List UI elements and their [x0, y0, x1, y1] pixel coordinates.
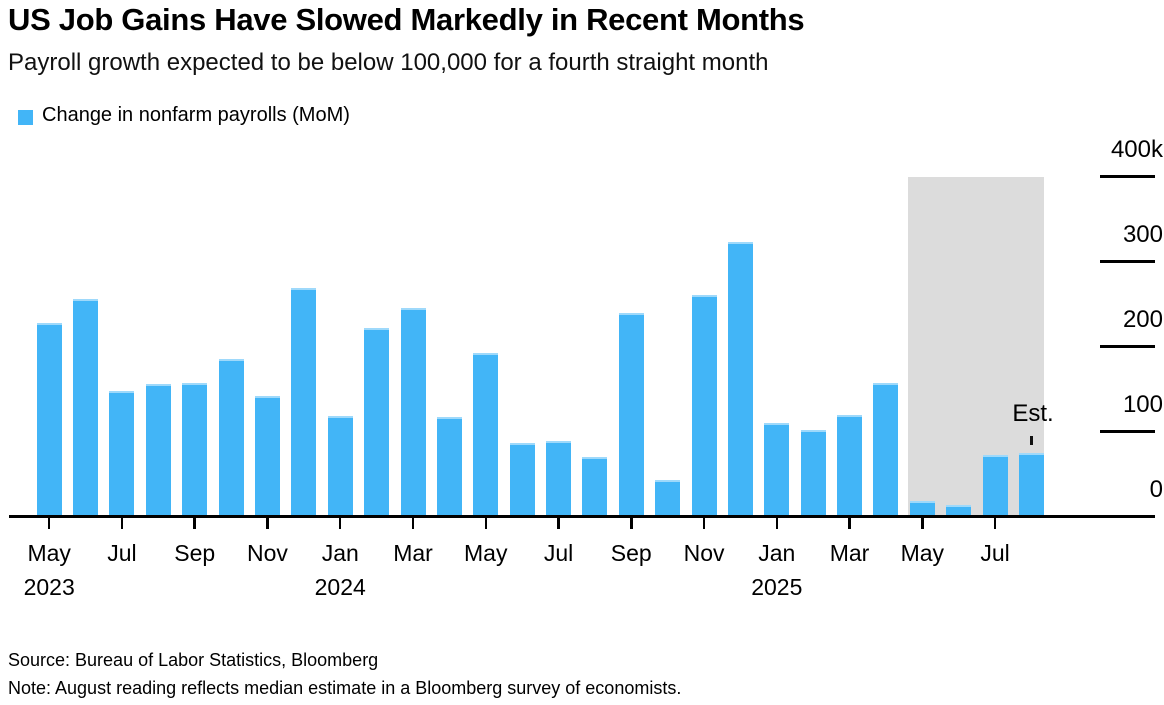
bar-oct-2024 [655, 479, 681, 517]
x-axis-tick [993, 518, 997, 529]
chart-title: US Job Gains Have Slowed Markedly in Rec… [8, 2, 805, 37]
bar-nov-2023 [254, 396, 280, 517]
bar-may-2025 [909, 500, 935, 517]
x-tick-label: Mar [829, 540, 870, 566]
y-tick-label: 400k [1110, 135, 1163, 163]
bar-dec-2024 [727, 242, 753, 517]
x-axis-tick [266, 518, 269, 529]
y-gridline-stub [1100, 430, 1155, 433]
bar-sep-2024 [618, 313, 644, 517]
bar-mar-2024 [400, 307, 426, 517]
x-tick-label: Jul [980, 540, 1010, 566]
x-tick-label: May [464, 540, 508, 566]
y-tick-label: 0 [1149, 475, 1163, 503]
est-pointer-dash [1030, 436, 1033, 445]
note-line: Note: August reading reflects median est… [8, 678, 682, 698]
x-tick-label: Mar [393, 540, 433, 566]
bar-aug-2023 [145, 383, 171, 517]
x-axis-tick [921, 518, 924, 529]
x-tick-label: Nov [247, 540, 288, 566]
bar-sep-2023 [182, 382, 208, 517]
bar-jun-2025 [946, 505, 972, 517]
y-tick-label: 300 [1122, 220, 1163, 248]
x-axis-line [9, 515, 1155, 518]
y-tick-label: 200 [1122, 305, 1163, 333]
bar-apr-2025 [873, 382, 899, 517]
bar-jan-2025 [764, 422, 790, 517]
y-tick-label: 100 [1122, 390, 1163, 418]
bar-jul-2025 [982, 454, 1008, 517]
bar-mar-2025 [837, 415, 863, 517]
bar-jul-2024 [546, 441, 572, 517]
bar-aug-2025 [1018, 453, 1044, 517]
bar-jan-2024 [327, 415, 353, 517]
x-axis-tick [411, 518, 415, 529]
x-year-label: 2024 [314, 574, 366, 600]
x-axis-tick [120, 518, 124, 529]
bar-feb-2025 [800, 430, 826, 517]
x-tick-label: Nov [683, 540, 725, 566]
source-line: Source: Bureau of Labor Statistics, Bloo… [8, 650, 379, 670]
bar-jul-2023 [109, 391, 135, 517]
bar-feb-2024 [364, 328, 390, 517]
x-tick-label: Sep [610, 540, 652, 566]
x-tick-label: Jan [758, 540, 796, 566]
x-axis-tick [47, 518, 51, 529]
x-axis-tick [557, 518, 560, 529]
y-gridline-stub [1100, 345, 1155, 348]
x-tick-label: Jul [107, 540, 137, 566]
footer: Source: Bureau of Labor Statistics, Bloo… [8, 646, 681, 702]
bar-nov-2024 [691, 295, 717, 517]
x-tick-label: Jan [321, 540, 359, 566]
x-year-label: 2025 [751, 574, 803, 600]
bar-may-2023 [36, 323, 62, 517]
x-axis-tick [848, 518, 851, 529]
y-gridline-stub [1100, 175, 1155, 178]
x-tick-label: Sep [174, 540, 216, 566]
x-axis-tick [775, 518, 779, 529]
bar-jun-2024 [509, 443, 535, 517]
bar-may-2024 [473, 352, 499, 517]
bar-oct-2023 [218, 358, 244, 517]
bar-dec-2023 [291, 288, 317, 517]
y-gridline-stub [1100, 260, 1155, 263]
x-year-label: 2023 [23, 574, 75, 600]
est-annotation-label: Est. [1012, 400, 1054, 427]
x-axis-tick [193, 518, 196, 529]
x-tick-label: May [900, 540, 945, 566]
x-tick-label: Jul [543, 540, 574, 566]
chart-subtitle: Payroll growth expected to be below 100,… [8, 49, 769, 76]
x-axis-tick [702, 518, 706, 529]
x-axis-tick [484, 518, 487, 529]
bar-aug-2024 [582, 456, 608, 517]
x-axis-tick [338, 518, 342, 529]
legend-label: Change in nonfarm payrolls (MoM) [42, 104, 350, 126]
bar-apr-2024 [436, 416, 462, 517]
legend-swatch-icon [18, 110, 33, 125]
x-axis-tick [630, 518, 633, 529]
bar-jun-2023 [73, 298, 99, 517]
x-tick-label: May [27, 540, 71, 566]
